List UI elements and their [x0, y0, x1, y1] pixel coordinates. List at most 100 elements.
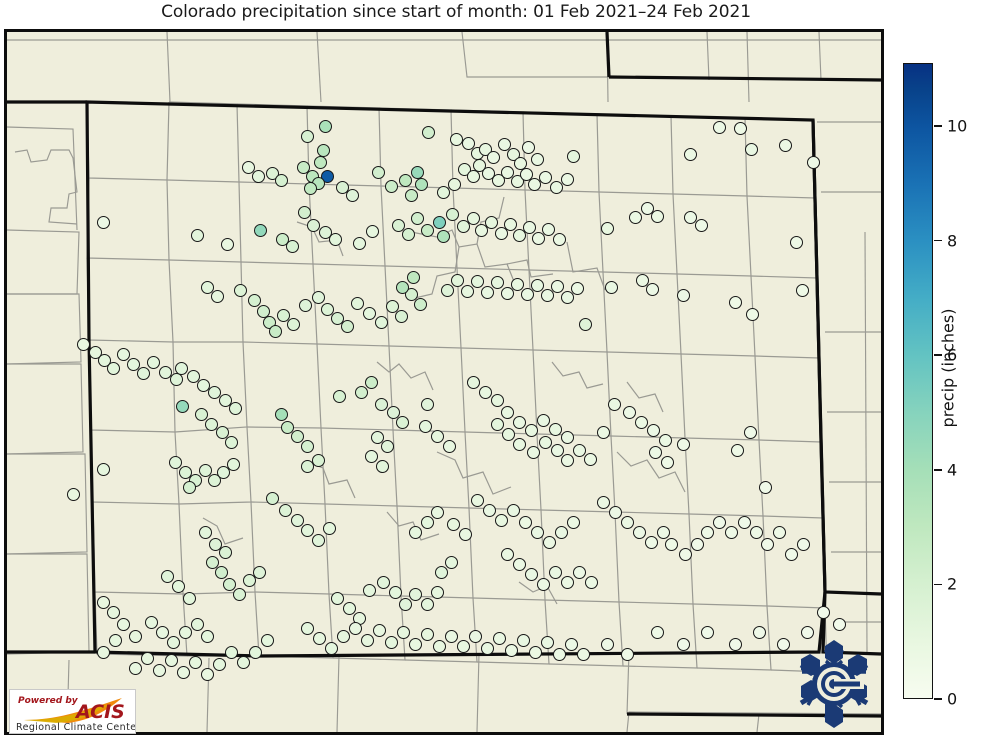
station-point	[375, 459, 389, 473]
station-point	[470, 274, 484, 288]
station-point	[200, 629, 214, 643]
station-point	[174, 361, 188, 375]
colorbar-tick	[934, 125, 942, 127]
station-point	[171, 579, 185, 593]
station-point	[420, 515, 434, 529]
station-point	[328, 232, 342, 246]
station-point	[478, 385, 492, 399]
station-point	[364, 449, 378, 463]
station-point	[374, 397, 388, 411]
station-point	[510, 277, 524, 291]
station-point	[456, 219, 470, 233]
station-point	[371, 165, 385, 179]
station-point	[178, 625, 192, 639]
station-point	[472, 158, 486, 172]
station-point	[274, 407, 288, 421]
station-point	[796, 537, 810, 551]
station-point	[116, 617, 130, 631]
station-point	[503, 217, 517, 231]
station-point	[362, 583, 376, 597]
station-point	[285, 239, 299, 253]
station-point	[194, 407, 208, 421]
station-point	[604, 280, 618, 294]
colorbar-tick-label: 2	[947, 574, 958, 594]
station-point	[88, 345, 102, 359]
station-points-layer	[7, 32, 881, 732]
station-point	[564, 637, 578, 651]
station-point	[683, 147, 697, 161]
station-point	[542, 535, 556, 549]
station-point	[330, 591, 344, 605]
station-point	[646, 423, 660, 437]
station-point	[376, 575, 390, 589]
station-point	[683, 210, 697, 224]
station-point	[311, 533, 325, 547]
station-point	[480, 641, 494, 655]
station-point	[410, 211, 424, 225]
station-point	[224, 645, 238, 659]
station-point	[182, 591, 196, 605]
station-point	[253, 223, 267, 237]
station-point	[395, 415, 409, 429]
station-point	[795, 283, 809, 297]
station-point	[570, 281, 584, 295]
station-point	[622, 405, 636, 419]
station-point	[251, 169, 265, 183]
station-point	[500, 165, 514, 179]
station-point	[96, 595, 110, 609]
station-point	[560, 453, 574, 467]
station-point	[530, 278, 544, 292]
station-point	[516, 633, 530, 647]
station-point	[816, 605, 830, 619]
station-point	[512, 557, 526, 571]
station-point	[198, 463, 212, 477]
station-point	[744, 142, 758, 156]
station-point	[540, 288, 554, 302]
station-point	[737, 515, 751, 529]
station-point	[350, 296, 364, 310]
station-point	[286, 317, 300, 331]
station-point	[712, 515, 726, 529]
station-point	[549, 180, 563, 194]
station-point	[297, 205, 311, 219]
station-point	[760, 537, 774, 551]
station-point	[494, 226, 508, 240]
station-point	[620, 647, 634, 661]
station-point	[513, 156, 527, 170]
station-point	[207, 385, 221, 399]
station-point	[607, 397, 621, 411]
colorbar: 10 8 6 4 2 0	[903, 63, 967, 709]
station-point	[512, 228, 526, 242]
station-point	[635, 273, 649, 287]
station-point	[700, 625, 714, 639]
station-point	[275, 232, 289, 246]
station-point	[522, 220, 536, 234]
station-point	[408, 587, 422, 601]
station-point	[600, 637, 614, 651]
colorbar-tick	[934, 239, 942, 242]
station-point	[218, 393, 232, 407]
colorbar-tick-label: 10	[947, 116, 968, 136]
station-point	[352, 236, 366, 250]
station-point	[524, 567, 538, 581]
station-point	[552, 647, 566, 661]
station-point	[300, 129, 314, 143]
station-point	[530, 525, 544, 539]
station-point	[504, 643, 518, 657]
colorbar-tick	[934, 469, 942, 471]
station-point	[224, 435, 238, 449]
map-background	[7, 32, 881, 732]
station-point	[226, 457, 240, 471]
station-point	[220, 237, 234, 251]
station-point	[728, 637, 742, 651]
acis-logo[interactable]: Powered by ACIS Regional Climate Centers	[9, 689, 136, 734]
station-point	[506, 503, 520, 517]
station-point	[676, 637, 690, 651]
station-point	[554, 525, 568, 539]
station-point	[360, 633, 374, 647]
station-point	[650, 625, 664, 639]
station-point	[521, 140, 535, 154]
station-point	[550, 443, 564, 457]
station-point	[432, 639, 446, 653]
station-point	[290, 429, 304, 443]
